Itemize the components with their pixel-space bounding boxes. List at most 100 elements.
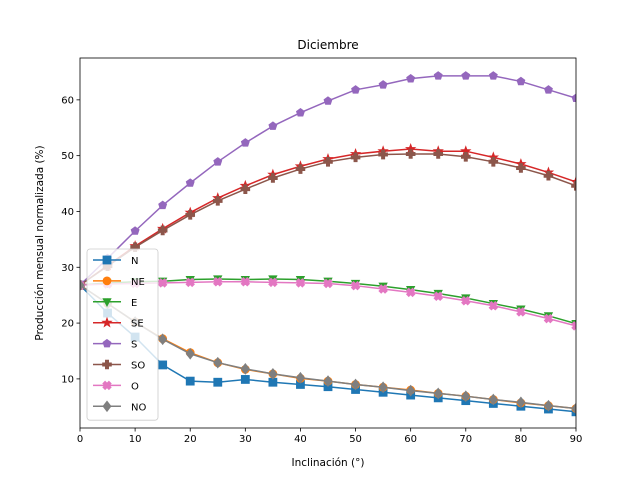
y-tick-label: 60	[61, 95, 74, 106]
data-point	[543, 399, 553, 412]
data-point	[240, 184, 251, 194]
legend-item-n: N	[93, 255, 138, 267]
data-point	[378, 80, 388, 89]
data-point	[240, 277, 251, 287]
data-point	[213, 157, 223, 166]
series-s	[80, 71, 576, 289]
data-point	[185, 210, 196, 220]
legend-item-no: NO	[93, 400, 146, 413]
x-tick-label: 40	[294, 434, 307, 445]
legend: N NE E SE S SO O NO	[86, 248, 159, 421]
data-point	[571, 321, 576, 331]
data-point	[516, 76, 526, 86]
data-point	[378, 149, 388, 160]
data-point	[405, 149, 416, 159]
x-tick-label: 80	[515, 434, 528, 445]
data-point	[213, 377, 223, 387]
y-tick-label: 40	[61, 207, 74, 218]
data-point	[350, 152, 361, 163]
x-tick-label: 10	[129, 434, 142, 445]
x-tick-label: 20	[184, 434, 197, 445]
legend-item-so: SO	[93, 359, 145, 372]
data-point	[516, 396, 526, 409]
legend-item-o: O	[93, 380, 139, 392]
data-point	[295, 278, 306, 288]
data-point	[157, 278, 168, 288]
data-point	[80, 279, 85, 291]
data-point	[295, 107, 305, 117]
legend-label: N	[131, 256, 138, 267]
data-point	[543, 170, 554, 181]
data-point	[185, 376, 195, 386]
data-point	[323, 157, 333, 167]
data-point	[516, 163, 526, 173]
data-point	[240, 375, 250, 384]
y-tick-label: 10	[61, 374, 74, 385]
data-point	[488, 157, 499, 167]
data-point	[461, 71, 471, 80]
legend-label: O	[131, 381, 139, 392]
data-point	[461, 296, 471, 306]
data-point	[130, 226, 140, 235]
legend-marker	[101, 316, 113, 328]
data-point	[185, 178, 195, 187]
data-point	[488, 393, 498, 406]
legend-marker	[102, 276, 112, 286]
data-point	[571, 402, 576, 415]
data-point	[433, 149, 444, 159]
data-point	[460, 151, 471, 162]
legend-marker	[102, 400, 112, 413]
data-point	[240, 362, 250, 375]
y-tick-label: 30	[61, 263, 74, 274]
data-point	[268, 277, 278, 288]
data-point	[543, 85, 553, 94]
data-point	[185, 347, 195, 360]
data-point	[295, 164, 306, 174]
data-point	[433, 71, 443, 80]
x-tick-label: 50	[349, 434, 362, 445]
x-tick-label: 90	[570, 434, 583, 445]
legend-label: SE	[131, 319, 144, 330]
legend-label: S	[131, 340, 137, 351]
data-point	[350, 280, 361, 291]
data-point	[433, 387, 443, 400]
data-point	[571, 93, 576, 102]
y-axis-label: Producción mensual normalizada (%)	[34, 145, 46, 340]
data-point	[158, 360, 168, 370]
legend-label: E	[131, 298, 137, 309]
legend-item-ne: NE	[93, 276, 145, 288]
x-axis: 0 10 20 30 40 50 60 70 80 90	[77, 428, 583, 445]
data-point	[405, 287, 416, 298]
data-point	[323, 375, 333, 387]
data-point	[433, 291, 443, 302]
data-point	[488, 71, 498, 80]
data-point	[543, 313, 554, 324]
series-so	[80, 149, 576, 290]
series-o	[80, 277, 576, 331]
legend-marker	[102, 298, 112, 308]
data-point	[213, 277, 223, 287]
x-tick-label: 30	[239, 434, 252, 445]
x-axis-label: Inclinación (°)	[292, 457, 365, 469]
data-point	[351, 85, 361, 94]
x-tick-label: 60	[404, 434, 417, 445]
data-point	[488, 301, 499, 311]
plot-frame	[79, 57, 577, 429]
legend-label: NO	[131, 402, 146, 413]
data-point	[461, 390, 471, 403]
data-point	[378, 284, 388, 294]
data-point	[406, 73, 416, 83]
legend-box	[86, 248, 159, 421]
legend-marker	[102, 255, 112, 265]
data-point	[185, 277, 195, 288]
data-point	[158, 333, 168, 346]
x-tick-label: 70	[459, 434, 472, 445]
y-tick-label: 20	[61, 319, 74, 330]
legend-item-se: SE	[93, 316, 144, 330]
data-point	[268, 121, 278, 130]
legend-marker	[102, 338, 112, 348]
data-point	[213, 356, 223, 369]
data-point	[406, 384, 416, 397]
data-point	[295, 371, 305, 384]
